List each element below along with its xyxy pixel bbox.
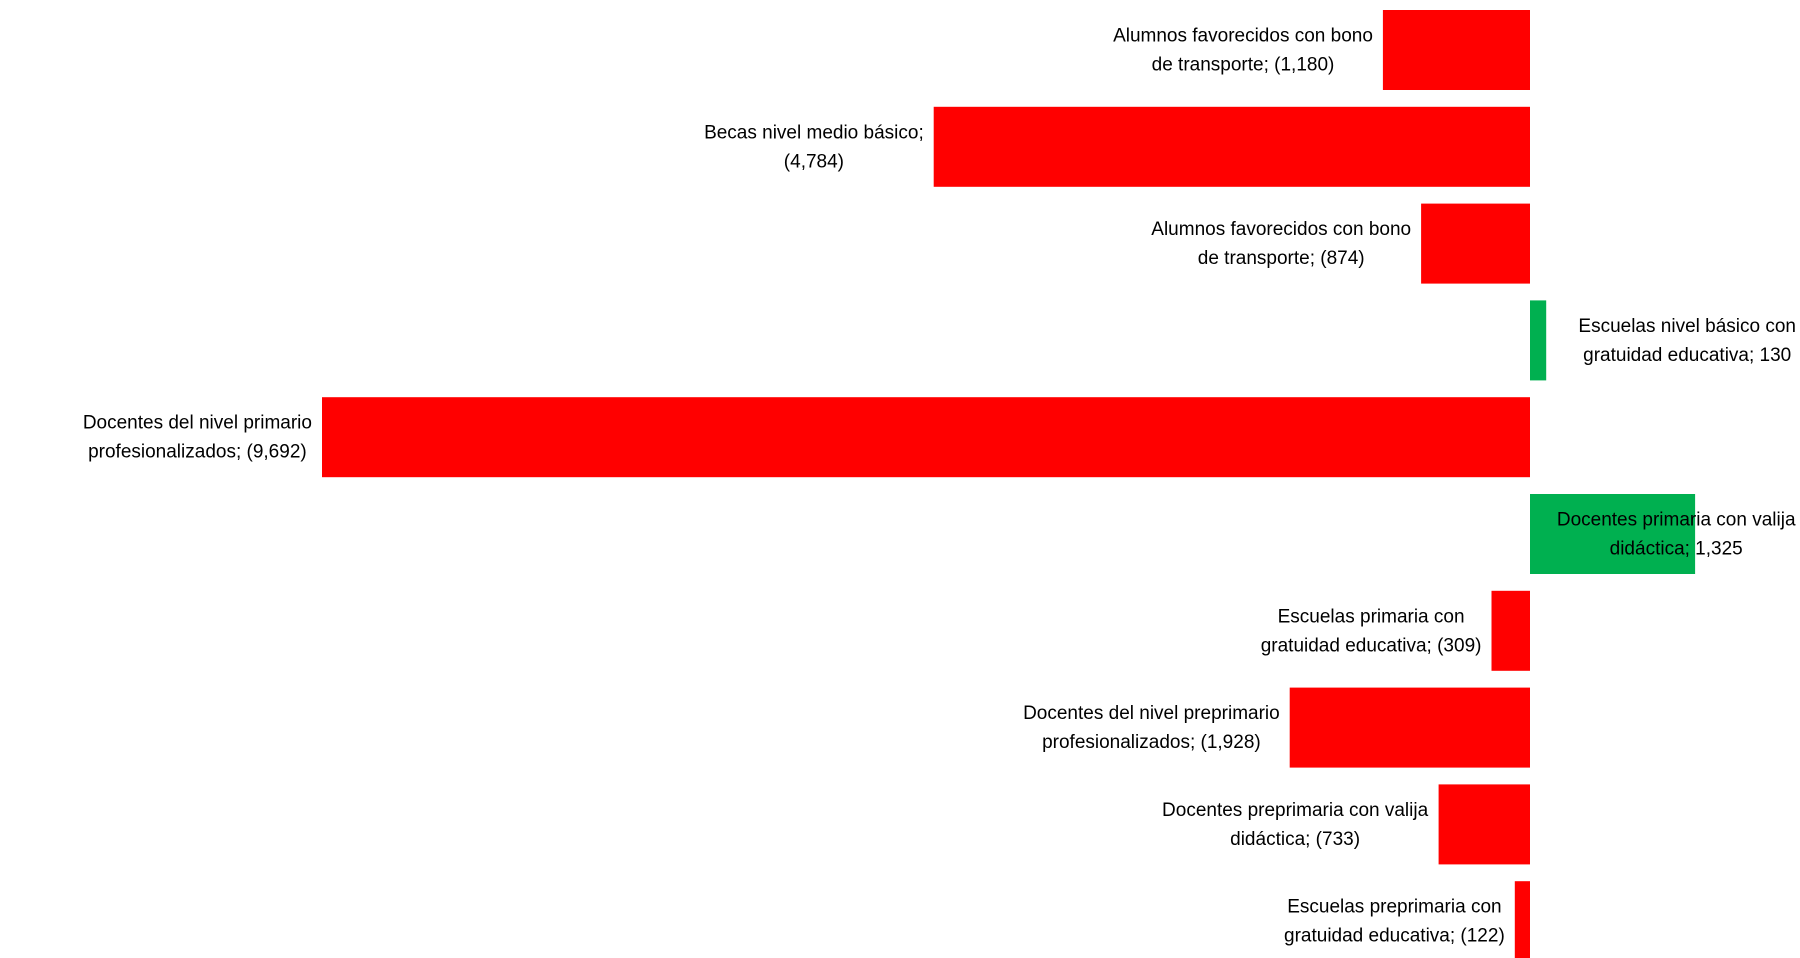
bar-label-line: Escuelas preprimaria con [1287,897,1501,918]
bar-6 [1530,494,1696,574]
bar-5 [322,397,1530,478]
bar-label-line: de transporte; (874) [1198,248,1365,269]
bar-label-line: de transporte; (1,180) [1152,55,1335,76]
bar-label-line: Escuelas primaria con [1278,606,1465,627]
bar-label-1: Alumnos favorecidos con bono de transport… [1113,26,1373,76]
bar-label-line: Alumnos favorecidos con bono [1113,26,1373,47]
bar-label-line: didáctica; 1,325 [1610,539,1743,560]
bar-10 [1514,881,1530,958]
bar-2 [933,106,1530,187]
bar-label-line: (4,784) [784,151,844,172]
bar-label-5: Docentes del nivel primario profesionaliz… [83,413,312,463]
bar-label-line: gratuidad educativa; (122) [1284,926,1505,947]
bar-4 [1530,300,1547,381]
bar-label-line: profesionalizados; (1,928) [1042,732,1261,753]
bar-label-line: Docentes del nivel primario [83,413,312,434]
bar-label-4: Escuelas nivel básico con gratuidad educa… [1578,316,1796,366]
bar-label-line: Becas nivel medio básico; [704,122,924,143]
bar-9 [1438,784,1530,865]
bar-label-2: Becas nivel medio básico; (4,784) [704,122,924,172]
bar-label-line: gratuidad educativa; (309) [1261,635,1482,656]
bar-label-line: Alumnos favorecidos con bono [1151,219,1411,240]
bar-label-10: Escuelas preprimaria con gratuidad educat… [1284,897,1505,947]
bar-label-3: Alumnos favorecidos con bono de transport… [1151,219,1411,269]
bar-3 [1421,203,1530,284]
bar-label-line: Escuelas nivel básico con [1578,316,1796,337]
bar-label-line: gratuidad educativa; 130 [1583,345,1791,366]
bar-label-line: didáctica; (733) [1230,829,1360,850]
bar-1 [1382,10,1530,90]
bar-label-6: Docentes primaria con valija didáctica; 1… [1557,510,1796,560]
bar-label-9: Docentes preprimaria con valija didáctica… [1162,800,1429,850]
bar-label-7: Escuelas primaria con gratuidad educativa… [1261,606,1482,656]
bar-label-line: Docentes del nivel preprimario [1023,703,1280,724]
bar-label-8: Docentes del nivel preprimario profesiona… [1023,703,1280,753]
bar-label-line: profesionalizados; (9,692) [88,442,307,463]
bar-7 [1491,590,1530,671]
bar-label-line: Docentes primaria con valija [1557,510,1796,531]
data-labels: Alumnos favorecidos con bono de transport… [83,26,1796,947]
bars [322,10,1696,958]
bar-label-line: Docentes preprimaria con valija [1162,800,1429,821]
bar-8 [1289,687,1530,768]
